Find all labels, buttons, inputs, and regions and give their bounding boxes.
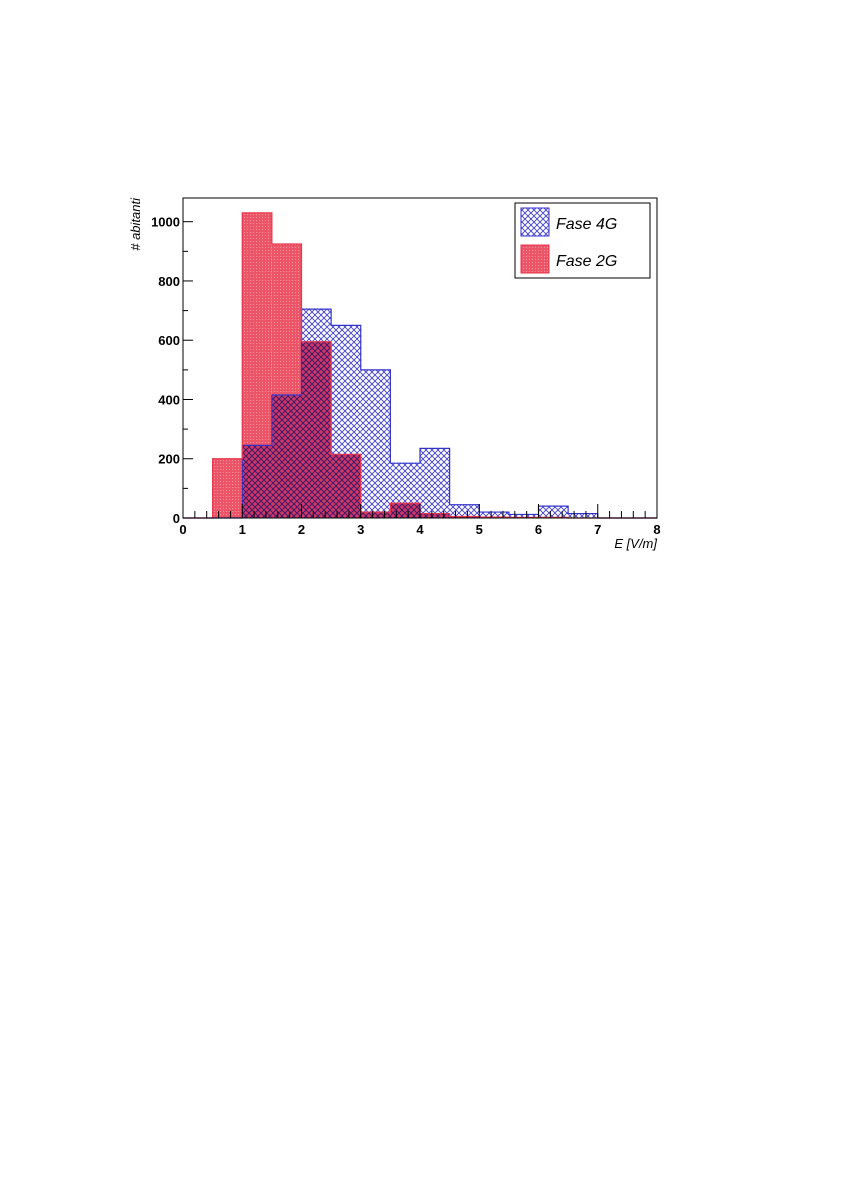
bar-overlap	[301, 341, 332, 518]
bar-overlap	[420, 513, 450, 518]
legend-label-fase-2g: Fase 2G	[556, 253, 617, 270]
x-tick-label: 6	[535, 522, 542, 537]
y-tick-label: 200	[158, 452, 180, 467]
bar-overlap	[360, 512, 391, 518]
x-tick-label: 0	[179, 522, 186, 537]
x-tick-label: 4	[416, 522, 424, 537]
x-tick-label: 1	[239, 522, 246, 537]
bar-fase-4g	[420, 448, 450, 518]
series-line-fase-4g	[183, 308, 657, 519]
bar-fase-2g	[212, 458, 243, 518]
y-tick-label: 1000	[151, 215, 180, 230]
bar-overlap	[331, 454, 361, 518]
bar-overlap	[449, 516, 480, 518]
x-axis-title: E [V/m]	[614, 536, 657, 551]
legend-swatch-fase-2g	[520, 244, 550, 274]
bar-overlap	[271, 395, 302, 518]
x-tick-label: 5	[476, 522, 483, 537]
bar-fase-4g	[360, 369, 391, 518]
x-tick-label: 7	[594, 522, 601, 537]
y-axis-title: # abitanti	[128, 197, 143, 251]
bar-fase-4g	[508, 514, 539, 518]
bar-fase-4g	[568, 513, 598, 518]
bar-overlap	[390, 503, 420, 518]
bar-fase-4g	[479, 512, 509, 518]
legend-swatch-fase-4g	[520, 207, 550, 237]
x-tick-label: 3	[357, 522, 364, 537]
y-tick-label: 0	[173, 511, 180, 526]
y-tick-label: 800	[158, 274, 180, 289]
y-tick-label: 400	[158, 392, 180, 407]
legend-label-fase-4g: Fase 4G	[556, 216, 617, 233]
series-line-fase-2g	[183, 212, 657, 519]
bar-overlap	[242, 445, 272, 518]
x-tick-label: 8	[653, 522, 660, 537]
x-tick-label: 2	[298, 522, 305, 537]
bar-fase-4g	[538, 506, 569, 518]
y-tick-label: 600	[158, 333, 180, 348]
bar-fase-4g	[449, 504, 480, 518]
